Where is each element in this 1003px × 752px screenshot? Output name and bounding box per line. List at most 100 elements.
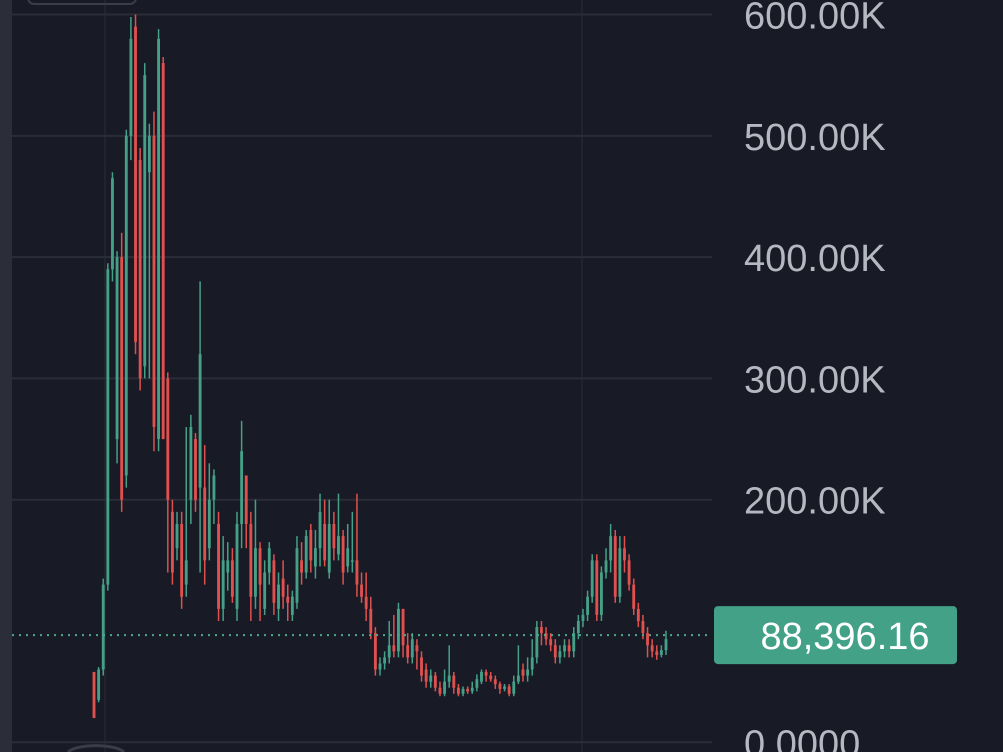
candle-body-25 xyxy=(207,499,211,549)
candle-body-74 xyxy=(433,675,437,688)
candle-body-116 xyxy=(627,560,631,585)
candle-body-64 xyxy=(387,645,391,658)
candle-body-33 xyxy=(244,475,248,524)
candle-body-75 xyxy=(438,687,442,694)
candle-body-60 xyxy=(369,608,373,634)
candle-body-32 xyxy=(240,451,244,524)
candle-body-61 xyxy=(373,633,377,670)
candle-body-38 xyxy=(267,548,271,573)
candle-body-71 xyxy=(420,657,423,676)
candle-body-49 xyxy=(318,511,322,549)
left-panel-edge xyxy=(0,0,12,752)
candle-body-62 xyxy=(378,663,382,670)
candle-body-110 xyxy=(599,572,603,615)
candle-body-9 xyxy=(134,26,137,343)
candle-body-95 xyxy=(530,657,534,670)
candle-body-41 xyxy=(281,578,285,597)
candle-body-51 xyxy=(327,523,331,573)
candle-body-48 xyxy=(313,548,317,567)
candle-body-47 xyxy=(309,530,313,561)
candle-body-78 xyxy=(452,675,456,688)
candle-body-14 xyxy=(157,38,161,440)
candle-body-29 xyxy=(226,560,230,573)
candle-body-104 xyxy=(572,633,576,652)
candle-body-6 xyxy=(120,257,124,500)
price-tag-background xyxy=(714,606,957,665)
candle-body-50 xyxy=(323,523,327,561)
candle-body-105 xyxy=(576,621,580,634)
candle-body-87 xyxy=(493,679,497,685)
candle-body-44 xyxy=(295,548,299,603)
candle-body-82 xyxy=(470,687,474,692)
candle-body-58 xyxy=(360,584,363,597)
candle-body-77 xyxy=(447,675,451,682)
candle-body-90 xyxy=(507,686,511,694)
y-tick-label-5: 0.0000 xyxy=(744,723,860,752)
candle-body-85 xyxy=(484,671,488,676)
candle-body-98 xyxy=(544,633,548,640)
candle-body-53 xyxy=(337,536,340,555)
candle-body-84 xyxy=(480,671,483,682)
candle-body-43 xyxy=(290,596,294,615)
candle-body-31 xyxy=(235,523,239,609)
candle-body-122 xyxy=(655,651,659,655)
bottom-scroll-handle[interactable] xyxy=(67,744,125,752)
candle-body-1 xyxy=(97,669,101,700)
candle-body-18 xyxy=(175,523,179,549)
candle-body-68 xyxy=(406,645,410,658)
candle-body-114 xyxy=(618,548,622,597)
candle-body-113 xyxy=(613,536,617,597)
candle-body-86 xyxy=(489,675,493,680)
candle-body-28 xyxy=(221,560,225,609)
candle-body-101 xyxy=(558,651,562,658)
candle-body-100 xyxy=(553,645,557,658)
candle-body-35 xyxy=(254,548,257,597)
candle-body-20 xyxy=(184,560,188,585)
candle-body-96 xyxy=(535,627,539,658)
candle-body-121 xyxy=(650,645,654,652)
candle-body-54 xyxy=(341,536,345,573)
candle-body-111 xyxy=(604,560,608,573)
candle-body-30 xyxy=(230,560,234,597)
candle-body-4 xyxy=(111,178,114,270)
candle-body-93 xyxy=(521,669,525,676)
candle-body-120 xyxy=(646,633,649,646)
candle-body-21 xyxy=(189,426,193,500)
candles xyxy=(92,14,668,719)
candle-body-7 xyxy=(124,135,128,476)
candle-body-52 xyxy=(332,523,336,549)
candle-body-39 xyxy=(272,560,276,603)
candle-body-112 xyxy=(609,536,613,561)
candle-body-81 xyxy=(466,688,470,692)
grid-lines xyxy=(12,13,712,744)
y-tick-label-4: 200.00K xyxy=(744,481,886,523)
candle-body-55 xyxy=(346,548,350,567)
candle-body-34 xyxy=(249,523,253,597)
candle-body-11 xyxy=(143,75,147,367)
candle-body-102 xyxy=(563,645,566,652)
candle-body-115 xyxy=(623,548,626,561)
candle-body-109 xyxy=(595,560,599,615)
candle-body-80 xyxy=(461,688,465,694)
candle-body-15 xyxy=(161,63,165,440)
candle-body-67 xyxy=(401,608,405,646)
candle-body-16 xyxy=(166,378,170,500)
candle-body-36 xyxy=(258,548,262,585)
y-axis: 600.00K 500.00K 400.00K 300.00K 200.00K 0.000… xyxy=(744,0,886,752)
candle-body-94 xyxy=(526,669,530,676)
candle-body-108 xyxy=(590,560,594,597)
candle-body-91 xyxy=(512,681,516,694)
candle-body-119 xyxy=(641,621,645,634)
candle-body-10 xyxy=(138,160,142,379)
candle-body-107 xyxy=(586,596,590,615)
candle-body-72 xyxy=(424,669,428,682)
candle-body-2 xyxy=(101,584,105,670)
candle-body-89 xyxy=(503,686,506,689)
candle-body-103 xyxy=(567,645,571,652)
candle-body-63 xyxy=(383,657,387,664)
candle-body-40 xyxy=(277,584,280,609)
candle-body-0 xyxy=(92,671,96,719)
top-button-edge[interactable] xyxy=(27,0,137,5)
candle-body-117 xyxy=(632,584,636,609)
